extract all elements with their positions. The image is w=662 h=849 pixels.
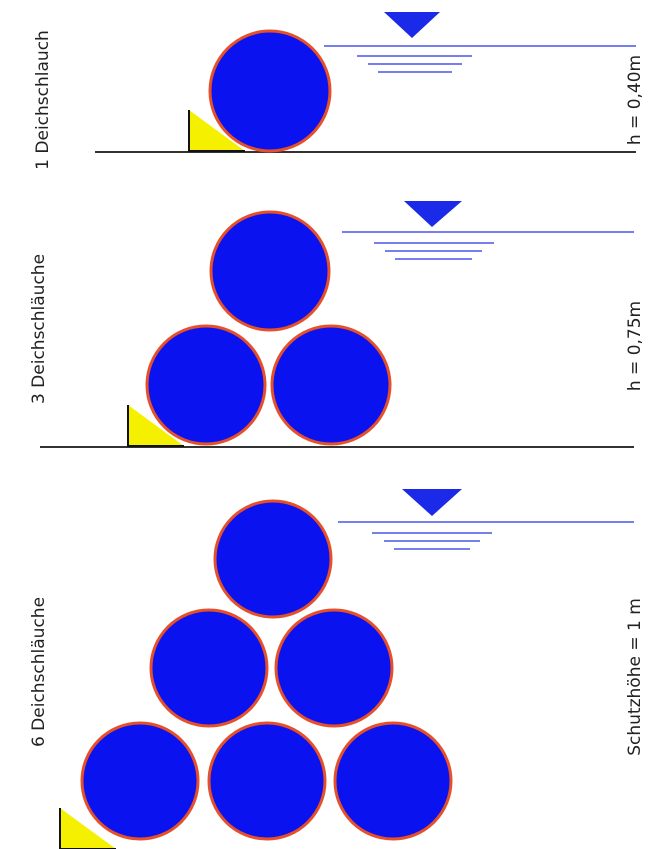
panel-3-water-level-icon — [402, 489, 462, 516]
panel-1-right-label: h = 0,40m — [625, 55, 645, 145]
panel-2-left-label: 3 Deichschläuche — [29, 254, 49, 404]
panel-3-support-wedge — [60, 808, 116, 849]
panel-2-tube — [145, 324, 267, 446]
panel-3-tube — [213, 499, 333, 619]
panel-1-water-level-icon — [384, 12, 440, 38]
panel-1-support-wedge — [189, 110, 245, 151]
panel-2-tube — [270, 324, 392, 446]
panel-1-tube — [208, 29, 332, 153]
panel-3-right-label: Schutzhöhe = 1 m — [625, 598, 645, 756]
panel-3-tube — [207, 721, 327, 841]
panel-2: 3 Deichschläuche h = 0,75m — [29, 201, 645, 448]
panel-3-tube — [274, 608, 394, 728]
panel-2-support-wedge — [128, 405, 184, 446]
panel-3-left-label: 6 Deichschläuche — [29, 597, 49, 747]
panel-2-tube — [209, 210, 331, 332]
panel-1-left-label: 1 Deichschlauch — [33, 30, 53, 170]
panel-1: 1 Deichschlauch h = 0,40m — [33, 12, 645, 170]
panel-3: 6 Deichschläuche Schutzhöhe = 1 m — [29, 489, 645, 849]
panel-2-water-level-icon — [404, 201, 462, 227]
panel-3-tube — [80, 721, 200, 841]
panel-2-right-label: h = 0,75m — [625, 301, 645, 391]
panel-3-tube — [333, 721, 453, 841]
panel-1-support-wedge-edge — [188, 110, 245, 152]
panel-3-support-wedge-edge — [59, 808, 116, 849]
panel-2-support-wedge-edge — [127, 405, 184, 447]
panel-3-tube — [149, 608, 269, 728]
